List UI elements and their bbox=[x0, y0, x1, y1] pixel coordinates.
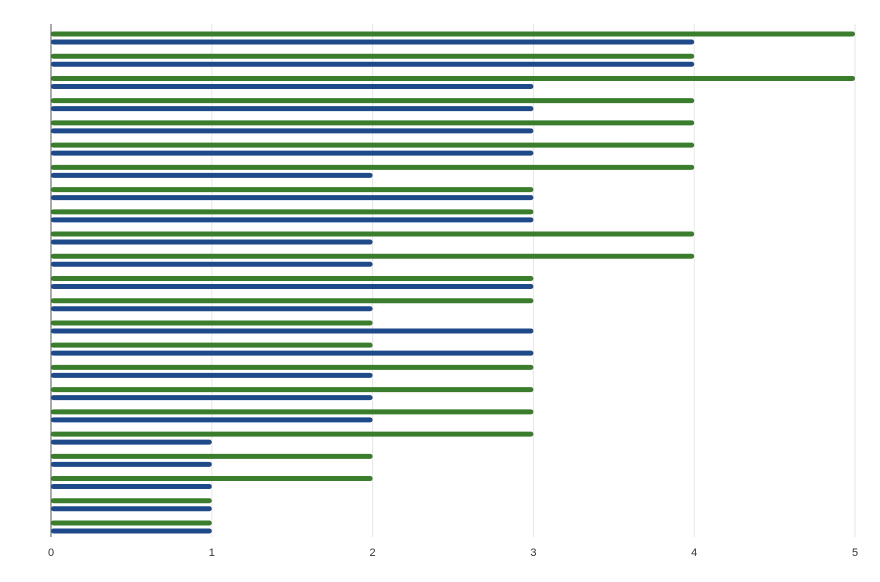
bar-series-2-row-7 bbox=[51, 172, 373, 178]
bar-series-2-row-12 bbox=[51, 284, 534, 289]
bar-series-2-row-16 bbox=[51, 372, 373, 378]
bar-series-2-row-2 bbox=[51, 61, 695, 67]
bar-series-1-row-12 bbox=[51, 276, 534, 281]
bar-series-2-row-19 bbox=[51, 439, 212, 445]
bar-series-2-row-10 bbox=[51, 239, 373, 245]
bar-series-2-row-5 bbox=[51, 128, 534, 134]
bar-series-2-row-6 bbox=[51, 150, 534, 156]
bar-series-1-row-17 bbox=[51, 387, 534, 393]
x-tick-label: 1 bbox=[209, 547, 215, 559]
bar-series-1-row-6 bbox=[51, 142, 695, 148]
bar-series-2-row-17 bbox=[51, 395, 373, 401]
x-tick-label: 0 bbox=[48, 547, 54, 559]
bar-series-2-row-20 bbox=[51, 461, 212, 467]
bar-series-1-row-22 bbox=[51, 498, 212, 504]
x-tick-label: 2 bbox=[370, 547, 376, 559]
bar-series-1-row-14 bbox=[51, 320, 373, 326]
bar-series-2-row-9 bbox=[51, 217, 534, 223]
bar-series-1-row-19 bbox=[51, 431, 534, 437]
bar-series-1-row-15 bbox=[51, 342, 373, 348]
bar-series-1-row-2 bbox=[51, 53, 695, 59]
bar-series-2-row-8 bbox=[51, 195, 534, 201]
bar-series-1-row-13 bbox=[51, 298, 534, 304]
bar-series-2-row-3 bbox=[51, 83, 534, 89]
bar-series-2-row-4 bbox=[51, 106, 534, 112]
bar-series-1-row-16 bbox=[51, 364, 534, 370]
x-tick-label: 4 bbox=[691, 547, 697, 559]
axis-layer: 0 1 2 3 4 5 bbox=[48, 24, 858, 559]
bar-series-2-row-1 bbox=[51, 39, 695, 45]
x-tick-label: 5 bbox=[852, 547, 858, 559]
bar-series-1-row-18 bbox=[51, 409, 534, 415]
bar-series-1-row-11 bbox=[51, 253, 695, 259]
bar-series-2-row-22 bbox=[51, 506, 212, 512]
bar-series-1-row-5 bbox=[51, 120, 695, 126]
bars-layer bbox=[51, 31, 855, 534]
bar-series-1-row-3 bbox=[51, 75, 855, 81]
x-tick-label: 3 bbox=[530, 547, 536, 559]
bar-series-1-row-1 bbox=[51, 31, 855, 37]
bar-series-2-row-21 bbox=[51, 484, 212, 490]
bar-series-1-row-23 bbox=[51, 520, 212, 526]
bar-series-2-row-23 bbox=[51, 528, 212, 534]
bar-series-2-row-13 bbox=[51, 306, 373, 312]
bar-series-1-row-21 bbox=[51, 476, 373, 482]
bar-series-2-row-14 bbox=[51, 328, 534, 334]
bar-series-1-row-7 bbox=[51, 164, 695, 170]
bar-series-1-row-10 bbox=[51, 231, 695, 237]
bar-series-1-row-9 bbox=[51, 209, 534, 215]
bar-series-1-row-4 bbox=[51, 98, 695, 104]
bar-series-1-row-20 bbox=[51, 453, 373, 459]
bar-series-2-row-11 bbox=[51, 261, 373, 267]
bar-series-2-row-15 bbox=[51, 350, 534, 356]
bar-series-1-row-8 bbox=[51, 187, 534, 193]
bar-series-2-row-18 bbox=[51, 417, 373, 423]
